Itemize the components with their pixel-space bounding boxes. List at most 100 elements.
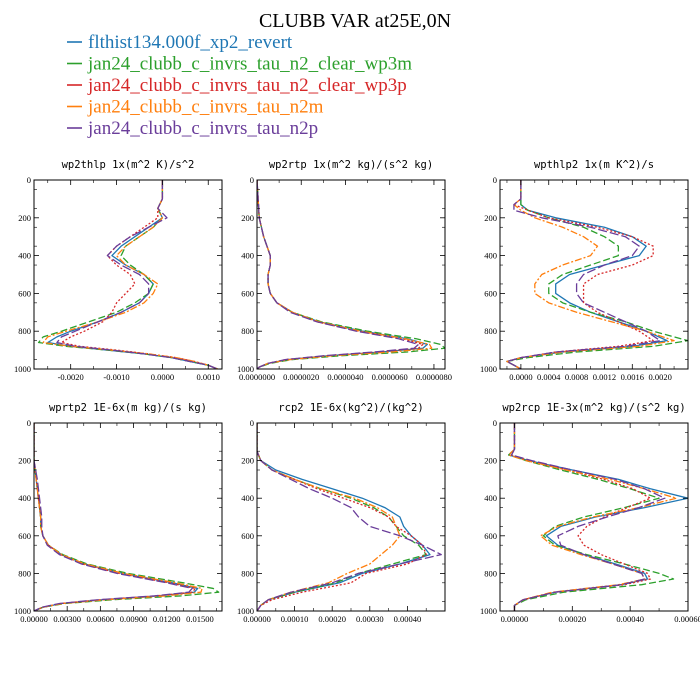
- series-line-3: [60, 180, 218, 369]
- series-line-2: [508, 423, 675, 611]
- y-tick-label: 800: [484, 568, 497, 578]
- panel-5: rcp2 1E-6x(kg^2)/(kg^2) 0 200 400 600 800 1000…: [237, 402, 446, 624]
- x-tick-label: 0.00000: [20, 614, 48, 624]
- x-tick-label: 0.0000020: [283, 372, 319, 382]
- legend-label: jan24_clubb_c_invrs_tau_n2m: [87, 97, 324, 118]
- legend: flthist134.000f_xp2_revertjan24_clubb_c_…: [67, 32, 412, 139]
- series-line-1: [47, 180, 218, 369]
- y-tick-label: 200: [18, 213, 31, 223]
- series-line-2: [37, 180, 218, 369]
- panel-title: wprtp2 1E-6x(m kg)/(s kg): [49, 402, 207, 414]
- y-tick-label: 1000: [14, 364, 31, 374]
- series-line-5: [257, 180, 420, 369]
- y-tick-label: 600: [241, 288, 254, 298]
- plot-frame: [33, 422, 223, 612]
- y-tick-label: 0: [493, 175, 497, 185]
- panels: wp2thlp 1x(m^2 K)/s^2 0 200 400 600 800 1000 -0…: [14, 159, 700, 624]
- x-tick-label: 0.0000000: [239, 372, 275, 382]
- y-tick-label: 0: [27, 175, 31, 185]
- panel-title: wp2rcp 1E-3x(m^2 kg)/(s^2 kg): [502, 402, 685, 414]
- series-line-2: [506, 180, 688, 369]
- x-tick-label: 0.0004: [537, 372, 561, 382]
- y-tick-label: 1000: [480, 606, 497, 616]
- x-tick-label: 0.0000060: [372, 372, 408, 382]
- y-tick-label: 400: [241, 251, 254, 261]
- series-group: [506, 180, 688, 369]
- figure-title: CLUBB VAR at25E,0N: [259, 10, 451, 32]
- x-tick-label: 0.0010: [197, 372, 220, 382]
- y-tick-label: 400: [18, 493, 31, 503]
- series-group: [34, 423, 220, 611]
- plot-frame: [499, 179, 689, 370]
- legend-label: jan24_clubb_c_invrs_tau_n2_clear_wp3m: [87, 54, 412, 75]
- x-tick-label: 0.0008: [565, 372, 588, 382]
- series-group: [257, 423, 442, 611]
- y-tick-label: 400: [18, 251, 31, 261]
- series-line-3: [257, 423, 427, 611]
- x-tick-label: 0.00030: [356, 614, 384, 624]
- y-tick-label: 200: [241, 456, 254, 466]
- series-group: [508, 423, 688, 611]
- x-tick-label: 0.0000: [509, 372, 532, 382]
- y-tick-label: 0: [27, 418, 31, 428]
- y-tick-label: 0: [250, 418, 254, 428]
- series-line-2: [257, 180, 445, 369]
- panel-title: rcp2 1E-6x(kg^2)/(kg^2): [278, 402, 423, 414]
- y-tick-label: 800: [484, 326, 497, 336]
- series-line-3: [257, 180, 424, 369]
- y-tick-label: 400: [484, 251, 497, 261]
- x-tick-label: 0.01500: [186, 614, 214, 624]
- series-line-5: [34, 423, 193, 611]
- series-line-5: [257, 423, 442, 611]
- panel-title: wp2rtp 1x(m^2 kg)/(s^2 kg): [269, 159, 433, 171]
- y-tick-label: 200: [241, 213, 254, 223]
- panel-6: wp2rcp 1E-3x(m^2 kg)/(s^2 kg) 0 200 400 600 8…: [480, 402, 700, 624]
- x-tick-label: 0.00020: [558, 614, 586, 624]
- x-tick-label: 0.01200: [153, 614, 181, 624]
- y-tick-label: 0: [493, 418, 497, 428]
- x-tick-label: 0.00060: [674, 614, 700, 624]
- series-line-2: [257, 423, 427, 611]
- panel-1: wp2thlp 1x(m^2 K)/s^2 0 200 400 600 800 1000 -0…: [14, 159, 223, 382]
- y-tick-label: 600: [484, 288, 497, 298]
- y-tick-label: 400: [241, 493, 254, 503]
- y-tick-label: 1000: [237, 364, 254, 374]
- y-tick-label: 800: [18, 568, 31, 578]
- plot-frame: [33, 179, 223, 370]
- y-tick-label: 800: [241, 326, 254, 336]
- series-line-1: [506, 180, 668, 369]
- legend-label: jan24_clubb_c_invrs_tau_n2_clear_wp3p: [87, 75, 407, 96]
- series-line-1: [257, 423, 431, 611]
- x-tick-label: 0.00000: [243, 614, 271, 624]
- y-tick-label: 600: [241, 531, 254, 541]
- x-tick-label: 0.00900: [120, 614, 148, 624]
- series-group: [257, 180, 445, 369]
- series-line-4: [42, 180, 218, 369]
- y-tick-label: 800: [18, 326, 31, 336]
- x-tick-label: 0.0000: [151, 372, 174, 382]
- panel-3: wpthlp2 1x(m K^2)/s 0 200 400 600 800 1000 0.00…: [480, 159, 689, 382]
- y-tick-label: 800: [241, 568, 254, 578]
- y-tick-label: 1000: [237, 606, 254, 616]
- x-tick-label: 0.00020: [318, 614, 346, 624]
- series-line-1: [508, 423, 688, 611]
- x-tick-label: 0.00600: [87, 614, 115, 624]
- x-tick-label: 0.00010: [281, 614, 309, 624]
- y-tick-label: 600: [18, 531, 31, 541]
- x-tick-label: 0.0020: [648, 372, 671, 382]
- legend-label: jan24_clubb_c_invrs_tau_n2p: [87, 118, 318, 139]
- y-tick-label: 600: [484, 531, 497, 541]
- plot-frame: [499, 422, 689, 612]
- series-line-1: [257, 180, 428, 369]
- y-tick-label: 200: [484, 456, 497, 466]
- panel-title: wp2thlp 1x(m^2 K)/s^2: [62, 159, 195, 171]
- x-tick-label: 0.0000040: [327, 372, 363, 382]
- y-tick-label: 1000: [14, 606, 31, 616]
- x-tick-label: 0.00000: [501, 614, 529, 624]
- y-tick-label: 1000: [480, 364, 497, 374]
- series-line-4: [506, 180, 675, 369]
- x-tick-label: 0.00040: [394, 614, 422, 624]
- x-tick-label: 0.0012: [593, 372, 616, 382]
- x-tick-label: 0.00300: [53, 614, 81, 624]
